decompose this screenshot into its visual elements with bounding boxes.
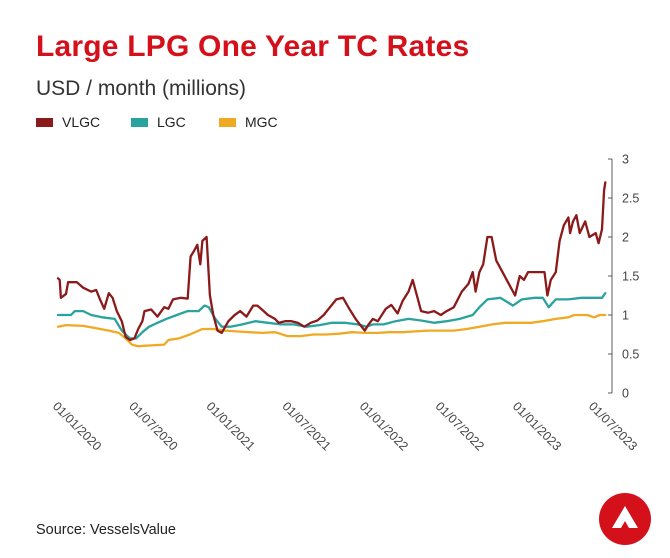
legend-swatch-vlgc <box>36 117 53 127</box>
y-tick-label: 2 <box>622 231 629 245</box>
y-tick-label: 1.5 <box>622 270 639 284</box>
series-line-mgc <box>56 313 607 348</box>
x-tick-label: 01/01/2021 <box>203 399 257 453</box>
legend-item-vlgc: VLGC <box>36 114 100 130</box>
legend-label-vlgc: VLGC <box>62 114 101 130</box>
x-tick-label: 01/01/2022 <box>357 399 411 453</box>
legend-item-mgc: MGC <box>219 114 278 130</box>
chart-legend: VLGC LGC MGC <box>36 114 336 134</box>
y-tick-label: 0.5 <box>622 348 639 362</box>
legend-item-lgc: LGC <box>131 114 186 130</box>
chart-subtitle: USD / month (millions) <box>36 77 247 100</box>
source-note: Source: VesselsValue <box>36 522 176 538</box>
y-tick-label: 0 <box>622 387 629 401</box>
chart-title: Large LPG One Year TC Rates <box>36 30 470 63</box>
vesselsvalue-logo-icon <box>599 493 651 545</box>
line-chart: 0 0.5 1 1.5 2 2.5 3 01/01/2020 01/07/2020 01/01/2… <box>50 153 640 454</box>
logo-triangle-mark <box>612 506 638 528</box>
x-tick-label: 01/07/2021 <box>279 399 333 453</box>
legend-swatch-mgc <box>219 117 236 127</box>
y-tick-label: 1 <box>622 309 629 323</box>
y-tick-label: 3 <box>622 153 629 167</box>
x-tick-label: 01/07/2022 <box>433 399 487 453</box>
x-tick-label: 01/07/2020 <box>126 399 180 453</box>
x-tick-label: 01/07/2023 <box>586 399 640 453</box>
legend-swatch-lgc <box>131 117 148 127</box>
x-tick-label: 01/01/2023 <box>510 399 564 453</box>
series-line-vlgc <box>56 181 607 342</box>
x-tick-label: 01/01/2020 <box>50 399 104 453</box>
legend-label-lgc: LGC <box>157 114 186 130</box>
legend-label-mgc: MGC <box>245 114 278 130</box>
series-line-lgc <box>56 292 607 340</box>
y-tick-label: 2.5 <box>622 192 639 206</box>
